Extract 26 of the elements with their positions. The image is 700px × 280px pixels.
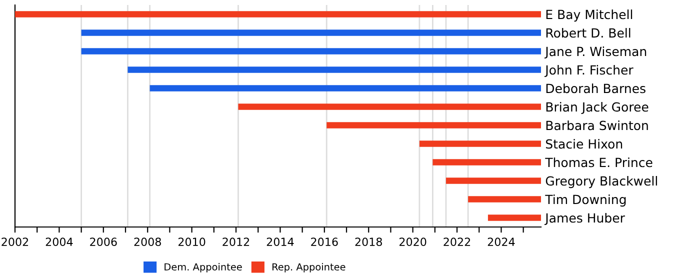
x-tick-label: 2014 <box>266 238 294 246</box>
y-tick-label: John F. Fischer <box>544 65 634 77</box>
y-tick-label: Stacie Hixon <box>546 139 622 149</box>
x-tick-label: 2024 <box>488 238 515 246</box>
y-tick-label: Deborah Barnes <box>546 84 646 94</box>
y-tick-label: Brian Jack Goree <box>546 102 648 114</box>
x-tick-label: 2002 <box>2 238 28 246</box>
x-tick-label: 2008 <box>134 238 161 246</box>
x-tick-label: 2010 <box>178 238 206 246</box>
x-tick-label: 2018 <box>355 238 382 246</box>
x-tick-label: 2012 <box>222 238 250 246</box>
y-tick-label: E Bay Mitchell <box>546 10 632 22</box>
y-tick-label: Jane P. Wiseman <box>544 46 646 58</box>
y-tick-label: Thomas E. Prince <box>545 158 652 168</box>
legend-label: Dem. Appointee <box>164 263 242 272</box>
x-tick-label: 2006 <box>90 238 117 246</box>
y-tick-label: Tim Downing <box>545 194 626 207</box>
y-tick-label: Barbara Swinton <box>546 120 648 130</box>
y-tick-label: James Huber <box>544 213 625 225</box>
y-tick-label: Robert D. Bell <box>546 28 630 38</box>
legend-label: Rep. Appointee <box>272 263 346 272</box>
x-tick-label: 2022 <box>444 238 470 246</box>
x-tick-label: 2020 <box>399 238 426 246</box>
x-tick-label: 2016 <box>311 238 338 246</box>
x-tick-label: 2004 <box>46 238 73 246</box>
y-tick-label: Gregory Blackwell <box>546 176 657 188</box>
